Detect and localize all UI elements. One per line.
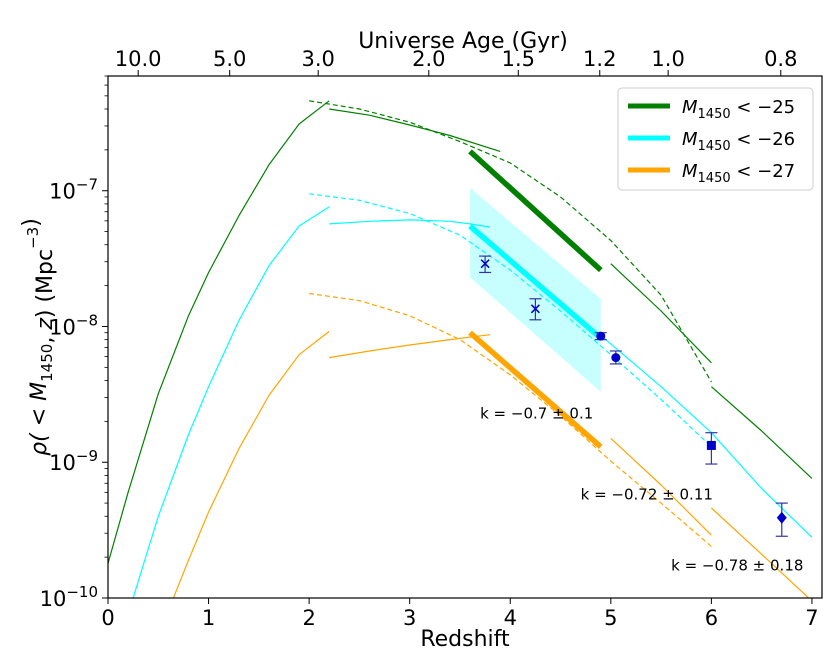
y-tick-label: 10−10 [40,583,98,611]
plot-frame [107,75,823,599]
annotations-layer: k = −0.7 ± 0.1 k = −0.72 ± 0.11 k = −0.78 … [480,404,803,574]
top-tick-label: 3.0 [301,47,334,71]
top-tick-label: 2.0 [412,47,445,71]
ticks-layer: 0 1 2 3 4 5 6 7 10.0 5.0 3.0 2.0 1.5 1.2 1.0 0.8 10−10 10… [40,47,819,630]
data-point-2 [594,331,607,341]
axes-frame [107,75,823,599]
x-tick-label: 1 [202,606,215,630]
series-layer [108,100,813,598]
legend-entry: M1450 < −27 [628,161,795,186]
series-line-2 [309,100,712,383]
top-tick-label: 1.2 [583,47,616,71]
legend-label: M1450 < −27 [682,161,795,186]
marker-square [706,440,716,450]
data-point-1 [529,298,542,321]
x-tick-label: 4 [504,606,517,630]
marker-circle [611,353,621,363]
top-tick-label: 10.0 [115,47,162,71]
legend-label: M1450 < −26 [682,129,795,154]
series-line-7 [329,219,491,228]
series-line-15 [710,507,810,598]
marker-x [530,304,540,314]
legend: M1450 < −25 M1450 < −26 M1450 < −27 [617,87,814,191]
top-axis-title: Universe Age (Gyr) [358,29,568,54]
series-line-14 [610,437,712,536]
marker-circle [596,331,606,341]
x-tick-label: 6 [705,606,718,630]
fit-slope-annotation: k = −0.7 ± 0.1 [480,404,593,422]
top-tick-label: 0.8 [764,47,797,71]
data-point-4 [705,432,718,465]
x-axis-title: Redshift [420,627,510,652]
points-layer [479,255,788,537]
series-line-10 [468,223,603,341]
fit-slope-annotation: k = −0.72 ± 0.11 [581,486,713,504]
legend-entry: M1450 < −25 [628,97,795,122]
series-line-3 [610,263,712,364]
y-tick-label: 10−9 [49,447,98,475]
top-tick-label: 1.0 [651,47,684,71]
legend-entry: M1450 < −26 [628,129,795,154]
data-point-3 [609,350,622,365]
top-tick-label: 5.0 [213,47,246,71]
series-line-13 [309,292,712,547]
top-tick-label: 1.5 [502,47,535,71]
legend-box [617,87,814,191]
x-tick-label: 3 [403,606,416,630]
series-line-11 [172,330,330,598]
marker-diamond [776,511,787,524]
y-tick-label: 10−8 [49,311,98,339]
marker-x [480,259,490,269]
fit-slope-annotation: k = −0.78 ± 0.18 [671,556,803,574]
legend-label: M1450 < −25 [682,97,795,122]
x-tick-label: 5 [604,606,617,630]
series-line-1 [329,108,501,152]
x-tick-label: 7 [805,606,818,630]
series-line-0 [108,100,330,564]
series-line-5 [468,149,603,273]
data-point-0 [479,255,492,274]
x-tick-label: 2 [302,606,315,630]
series-line-12 [329,334,491,359]
series-line-16 [468,330,603,449]
text-layer: Universe Age (Gyr) Redshift ρ( < M1450, … [19,29,568,652]
series-line-9 [600,334,813,538]
series-line-4 [711,386,813,479]
y-tick-label: 10−7 [49,176,98,204]
series-line-8 [309,193,712,448]
y-axis-title: ρ( < M1450, z) (Mpc−3) [19,218,58,456]
series-line-6 [132,206,330,598]
x-tick-label: 0 [101,606,114,630]
data-point-5 [775,502,788,537]
